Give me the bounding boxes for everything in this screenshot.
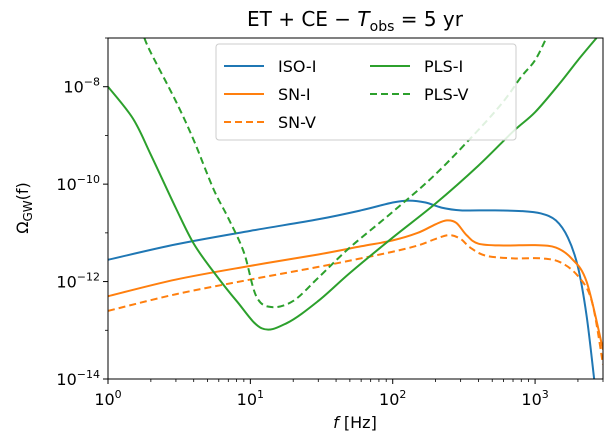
chart-title: ET + CE − Tobs = 5 yr [247, 7, 464, 35]
legend-label-pls-i: PLS-I [424, 57, 463, 76]
legend-box [215, 43, 517, 141]
x-tick-label: 102 [379, 388, 406, 409]
y-tick-label: 10−14 [56, 368, 100, 389]
legend-label-sn-v: SN-V [278, 113, 316, 132]
x-axis-label: f [Hz] [333, 413, 377, 432]
legend-label-sn-i: SN-I [278, 85, 311, 104]
tick-layer: 100 101 102 103 10−14 10−12 10−10 10−8 [56, 37, 604, 409]
series-pls-i-line [108, 38, 598, 331]
y-axis-label: ΩGW(f) [13, 182, 35, 234]
legend-label-iso-i: ISO-I [278, 57, 316, 76]
series-pls-v-line [143, 38, 548, 309]
legend: ISO-I PLS-I SN-I PLS-V SN-V [215, 43, 517, 141]
x-tick-label: 100 [94, 388, 121, 409]
y-tick-label: 10−12 [56, 271, 100, 292]
y-tick-label: 10−8 [63, 76, 100, 97]
y-tick-label: 10−10 [56, 173, 100, 194]
series-iso-i-line [108, 199, 596, 379]
x-tick-label: 101 [237, 388, 264, 409]
series-sn-i-line [108, 219, 603, 350]
series-layer [108, 38, 603, 379]
legend-label-pls-v: PLS-V [424, 85, 469, 104]
plot-frame [107, 37, 604, 380]
x-tick-label: 103 [521, 388, 548, 409]
series-sn-v-line [108, 234, 603, 365]
